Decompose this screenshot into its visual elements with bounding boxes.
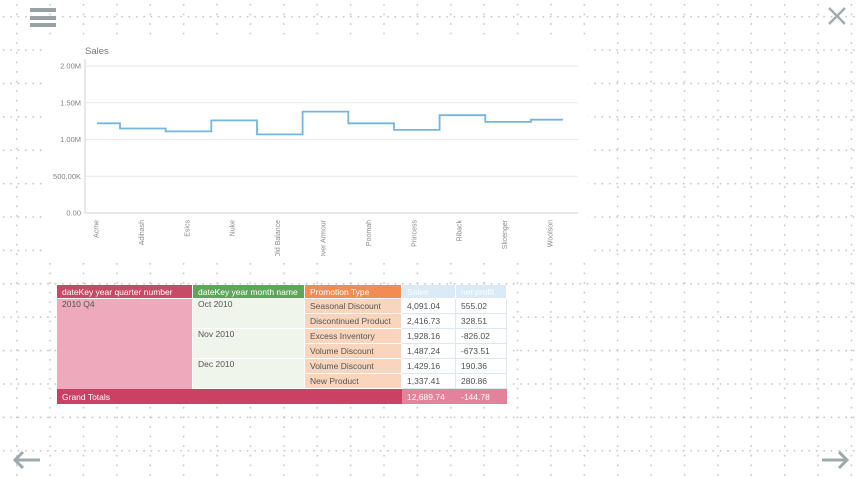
svg-text:Slicenger: Slicenger <box>502 219 509 249</box>
svg-text:Poomah: Poomah <box>366 220 373 246</box>
quarter-cell: 2010 Q4 <box>57 299 193 389</box>
svg-text:Nuke: Nuke <box>230 220 237 236</box>
promotion-cell: New Product <box>305 374 402 389</box>
hamburger-icon <box>30 15 56 20</box>
svg-text:2.00M: 2.00M <box>60 62 81 71</box>
promotion-cell: Seasonal Discount <box>305 299 402 314</box>
column-header-sales: Sales <box>402 285 456 299</box>
sales-cell: 2,416.73 <box>402 314 456 329</box>
sales-cell: 1,487.24 <box>402 344 456 359</box>
grand-totals-net-profit: -144.78 <box>456 389 507 404</box>
previous-page-button[interactable] <box>11 449 41 476</box>
sales-line-chart[interactable]: 2.00M 1.50M 1.00M 500.00K 0.00 Acme Adihash Esi… <box>45 38 588 256</box>
promotion-cell: Volume Discount <box>305 359 402 374</box>
svg-text:Old Balance: Old Balance <box>275 220 282 256</box>
svg-text:1.50M: 1.50M <box>60 98 81 107</box>
svg-text:500.00K: 500.00K <box>53 172 81 181</box>
sales-cell: 1,429.16 <box>402 359 456 374</box>
grand-totals-row: Grand Totals 12,689.74 -144.78 <box>57 389 507 404</box>
chart-title: Sales <box>85 46 109 57</box>
svg-text:Esics: Esics <box>184 220 191 237</box>
sales-cell: 1,928.16 <box>402 329 456 344</box>
net-profit-cell: 190.36 <box>456 359 507 374</box>
column-header-promotion: Promotion Type <box>305 285 402 299</box>
table-header-row: dateKey year quarter number dateKey year… <box>57 285 507 299</box>
next-page-button[interactable] <box>821 449 851 476</box>
month-cell: Dec 2010 <box>193 359 305 389</box>
grand-totals-sales: 12,689.74 <box>402 389 456 404</box>
net-profit-cell: -673.51 <box>456 344 507 359</box>
close-button[interactable] <box>827 6 847 26</box>
promotion-cell: Discontinued Product <box>305 314 402 329</box>
table-row: Volume Discount 1,487.24 -673.51 <box>57 344 507 359</box>
promotion-cell: Volume Discount <box>305 344 402 359</box>
net-profit-cell: 280.86 <box>456 374 507 389</box>
table-row: New Product 1,337.41 280.86 <box>57 374 507 389</box>
table-row: Dec 2010 Volume Discount 1,429.16 190.36 <box>57 359 507 389</box>
table-row: Discontinued Product 2,416.73 328.51 <box>57 314 507 329</box>
promotion-matrix-table[interactable]: dateKey year quarter number dateKey year… <box>57 285 507 404</box>
menu-button[interactable] <box>30 8 56 27</box>
column-header-net-profit: net profit <box>456 285 507 299</box>
net-profit-cell: -826.02 <box>456 329 507 344</box>
column-header-quarter: dateKey year quarter number <box>57 285 193 299</box>
sales-cell: 1,337.41 <box>402 374 456 389</box>
arrow-right-icon <box>822 450 850 470</box>
table-row: Nov 2010 Excess Inventory 1,928.16 -826.02 <box>57 329 507 359</box>
hamburger-icon <box>30 23 56 27</box>
svg-text:1.00M: 1.00M <box>60 135 81 144</box>
svg-text:Riback: Riback <box>457 220 464 242</box>
svg-text:Acme: Acme <box>94 220 101 238</box>
hamburger-icon <box>30 8 56 12</box>
svg-text:Over Armour: Over Armour <box>321 219 328 256</box>
svg-text:Adihash: Adihash <box>139 220 146 245</box>
svg-text:Woolson: Woolson <box>548 220 555 247</box>
sales-cell: 4,091.04 <box>402 299 456 314</box>
grand-totals-label: Grand Totals <box>57 389 402 404</box>
month-cell: Nov 2010 <box>193 329 305 359</box>
promotion-cell: Excess Inventory <box>305 329 402 344</box>
close-icon <box>828 7 846 25</box>
net-profit-cell: 328.51 <box>456 314 507 329</box>
svg-text:Princess: Princess <box>411 220 418 247</box>
month-cell: Oct 2010 <box>193 299 305 329</box>
chart-plot-area: 2.00M 1.50M 1.00M 500.00K 0.00 Acme Adihash Esi… <box>53 59 578 256</box>
svg-text:0.00: 0.00 <box>66 209 81 218</box>
column-header-month: dateKey year month name <box>193 285 305 299</box>
net-profit-cell: 555.02 <box>456 299 507 314</box>
arrow-left-icon <box>12 450 40 470</box>
table-row: 2010 Q4 Oct 2010 Seasonal Discount 4,091.04… <box>57 299 507 389</box>
